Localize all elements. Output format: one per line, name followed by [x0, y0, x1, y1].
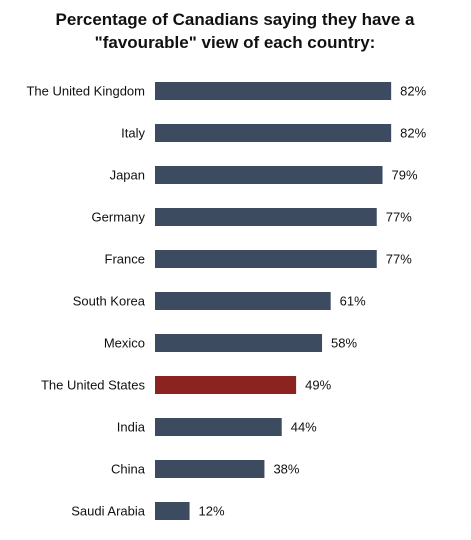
category-label-the-united-kingdom: The United Kingdom: [26, 84, 145, 99]
category-label-france: France: [105, 252, 145, 267]
category-label-mexico: Mexico: [104, 336, 145, 351]
bar-china: [155, 460, 265, 478]
bar-germany: [155, 208, 377, 226]
value-label-saudi-arabia: 12%: [199, 504, 225, 519]
value-label-the-united-states: 49%: [305, 378, 331, 393]
bars-group: The United Kingdom 82% Italy 82% Japan 79% Ger…: [26, 82, 427, 520]
category-label-japan: Japan: [110, 168, 145, 183]
bar-south-korea: [155, 292, 331, 310]
category-label-germany: Germany: [92, 210, 146, 225]
category-label-south-korea: South Korea: [73, 294, 146, 309]
category-label-saudi-arabia: Saudi Arabia: [71, 504, 145, 519]
bar-the-united-kingdom: [155, 82, 392, 100]
value-label-japan: 79%: [392, 168, 418, 183]
bar-japan: [155, 166, 383, 184]
category-label-the-united-states: The United States: [41, 378, 146, 393]
value-label-italy: 82%: [400, 126, 426, 141]
category-label-india: India: [117, 420, 146, 435]
value-label-mexico: 58%: [331, 336, 357, 351]
bar-italy: [155, 124, 392, 142]
chart-title-line-2: "favourable" view of each country:: [95, 33, 376, 52]
value-label-germany: 77%: [386, 210, 412, 225]
category-label-china: China: [111, 462, 146, 477]
bar-india: [155, 418, 282, 436]
bar-mexico: [155, 334, 323, 352]
value-label-france: 77%: [386, 252, 412, 267]
chart-title-line-1: Percentage of Canadians saying they have…: [55, 10, 415, 29]
category-label-italy: Italy: [121, 126, 145, 141]
value-label-india: 44%: [291, 420, 317, 435]
bar-saudi-arabia: [155, 502, 190, 520]
value-label-china: 38%: [273, 462, 299, 477]
bar-france: [155, 250, 377, 268]
bar-the-united-states: [155, 376, 297, 394]
value-label-south-korea: 61%: [340, 294, 366, 309]
value-label-the-united-kingdom: 82%: [400, 84, 426, 99]
